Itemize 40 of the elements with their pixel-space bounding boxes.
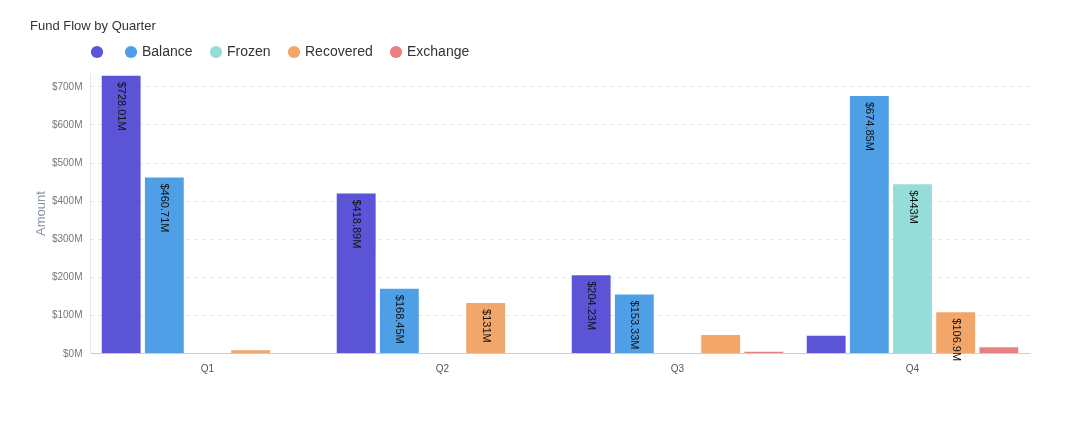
bar bbox=[466, 303, 506, 353]
y-tick-label: $300M bbox=[51, 233, 83, 245]
data-label: $106.9M bbox=[950, 318, 963, 362]
legend-label: Exchange bbox=[407, 43, 470, 59]
bar bbox=[893, 184, 932, 353]
bar bbox=[979, 347, 1019, 353]
bar bbox=[849, 95, 889, 353]
data-label: $460.71M bbox=[159, 183, 172, 233]
bar bbox=[379, 288, 419, 353]
y-tick-label: $200M bbox=[51, 271, 83, 283]
data-label: $131M bbox=[480, 309, 493, 343]
x-tick-label: Q3 bbox=[670, 362, 685, 374]
data-label: $674.85M bbox=[864, 101, 877, 151]
data-label: $418.89M bbox=[351, 199, 364, 249]
bar bbox=[571, 275, 611, 353]
legend-label: Frozen bbox=[227, 43, 271, 59]
y-tick-label: $400M bbox=[51, 195, 83, 207]
bar bbox=[144, 177, 184, 353]
y-tick-label: $100M bbox=[51, 309, 83, 321]
y-tick-label: $500M bbox=[51, 157, 83, 169]
data-label: $443M bbox=[907, 190, 920, 224]
y-tick-label: $700M bbox=[51, 80, 83, 92]
bar bbox=[101, 75, 141, 353]
bar bbox=[701, 335, 741, 353]
data-label: $728.01M bbox=[116, 81, 129, 131]
legend-label: Balance bbox=[142, 43, 193, 59]
chart-title: Fund Flow by Quarter bbox=[30, 18, 157, 33]
x-tick-label: Q1 bbox=[200, 362, 215, 374]
data-label: $204.23M bbox=[586, 281, 599, 331]
data-label: $168.45M bbox=[394, 294, 407, 344]
data-label: $153.33M bbox=[629, 300, 642, 350]
y-axis-title: Amount bbox=[32, 190, 48, 236]
bar bbox=[231, 350, 271, 353]
y-tick-label: $0M bbox=[63, 347, 83, 359]
legend-label: Recovered bbox=[305, 43, 373, 59]
x-tick-label: Q2 bbox=[435, 362, 450, 374]
bar bbox=[806, 335, 846, 353]
x-tick-label: Q4 bbox=[905, 362, 920, 374]
bar bbox=[336, 193, 376, 353]
y-tick-label: $600M bbox=[51, 118, 83, 130]
